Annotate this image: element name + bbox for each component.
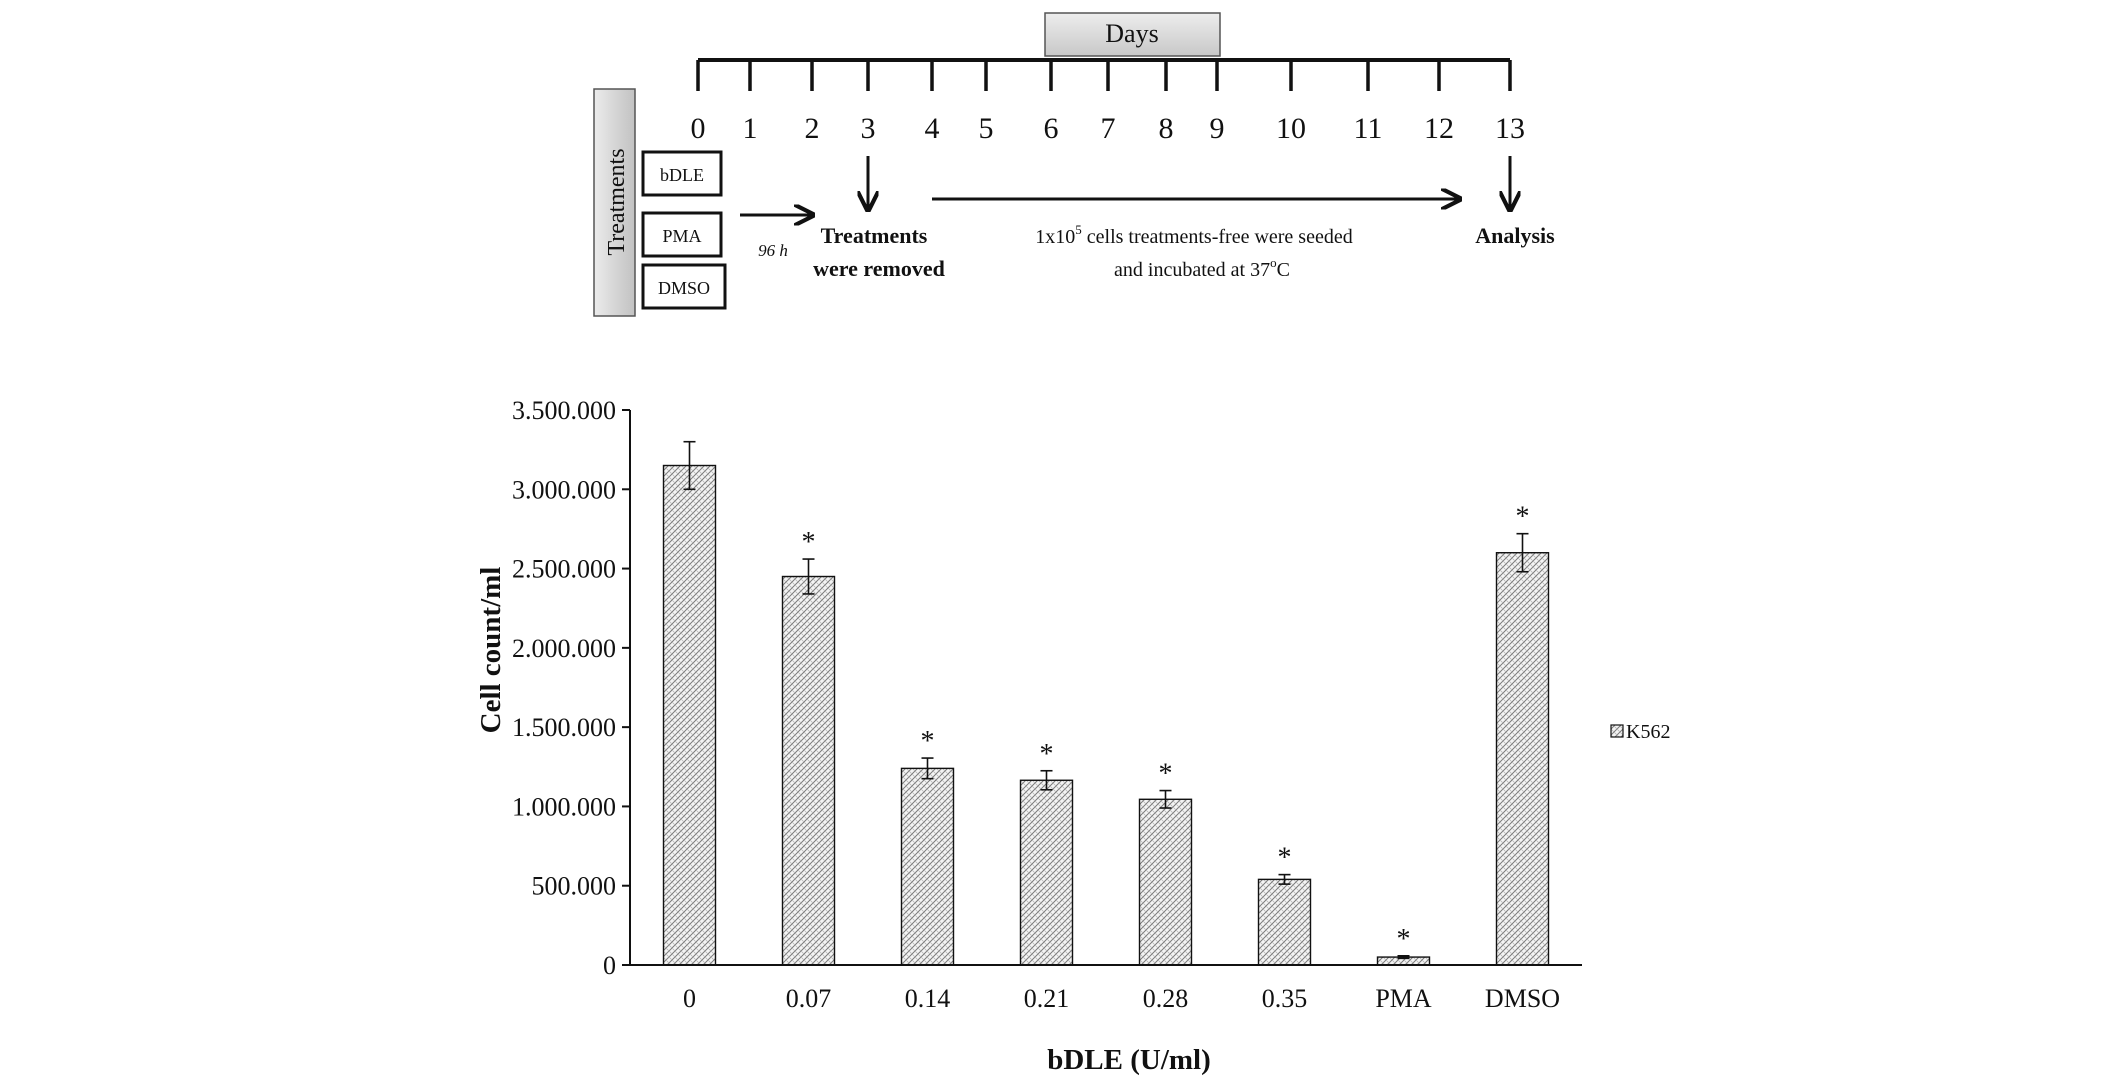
y-tick-label: 3.500.000 bbox=[512, 396, 616, 425]
bar bbox=[781, 575, 836, 966]
seeding-label-1-suffix: cells treatments-free were seeded bbox=[1082, 226, 1353, 248]
x-tick-label: DMSO bbox=[1485, 984, 1560, 1013]
seeding-label-2-suffix: C bbox=[1277, 259, 1290, 281]
bar bbox=[1257, 878, 1312, 966]
days-header: Days bbox=[1105, 19, 1158, 48]
seeding-label-2-sup: o bbox=[1270, 255, 1277, 270]
legend-label: K562 bbox=[1626, 721, 1670, 743]
seeding-label-1-sup: 5 bbox=[1075, 222, 1082, 237]
treatment-box-dmso bbox=[641, 263, 727, 310]
y-tick-label: 1.000.000 bbox=[512, 792, 616, 821]
bar bbox=[1495, 552, 1550, 966]
bar-chart: 0 500.000 1.000.000 1.500.000 2.000.000 2.500… bbox=[475, 396, 1670, 1076]
x-tick-label: 0.07 bbox=[786, 984, 832, 1013]
bar bbox=[1138, 798, 1193, 966]
significance-marker: * bbox=[1516, 502, 1530, 533]
day-label: 11 bbox=[1354, 112, 1383, 145]
y-axis-label: Cell count/ml bbox=[475, 567, 507, 734]
day-label: 2 bbox=[805, 112, 820, 145]
treatments-label: Treatments bbox=[604, 148, 630, 255]
removed-label-1: Treatments bbox=[821, 223, 928, 248]
legend-swatch bbox=[1610, 724, 1624, 738]
x-tick-label: 0.35 bbox=[1262, 984, 1308, 1013]
x-tick-label: 0.21 bbox=[1024, 984, 1070, 1013]
bar bbox=[662, 464, 717, 966]
day-label: 3 bbox=[861, 112, 876, 145]
y-tick-label: 2.000.000 bbox=[512, 634, 616, 663]
legend: K562 bbox=[1610, 721, 1670, 743]
day-label: 0 bbox=[691, 112, 706, 145]
x-tick-label: PMA bbox=[1375, 984, 1432, 1013]
significance-marker: * bbox=[1397, 924, 1411, 955]
bar bbox=[1019, 779, 1074, 966]
day-label: 10 bbox=[1276, 112, 1306, 145]
seeding-label-2-prefix: and incubated at 37 bbox=[1114, 259, 1270, 281]
day-label: 8 bbox=[1159, 112, 1174, 145]
seeding-label-2: and incubated at 37oC bbox=[1114, 255, 1290, 281]
day-label: 4 bbox=[925, 112, 940, 145]
bar bbox=[900, 767, 955, 966]
y-tick-label: 0 bbox=[603, 951, 616, 980]
y-tick-label: 500.000 bbox=[532, 872, 617, 901]
significance-marker: * bbox=[921, 726, 935, 757]
x-tick-label: 0 bbox=[683, 984, 696, 1013]
significance-marker: * bbox=[1040, 739, 1054, 770]
significance-marker: * bbox=[1159, 759, 1173, 790]
x-tick-label: 0.14 bbox=[905, 984, 951, 1013]
day-label: 1 bbox=[743, 112, 758, 145]
day-label: 9 bbox=[1210, 112, 1225, 145]
day-label: 13 bbox=[1495, 112, 1525, 145]
x-axis-label: bDLE (U/ml) bbox=[1047, 1044, 1211, 1076]
y-tick-label: 3.000.000 bbox=[512, 475, 616, 504]
y-tick-label: 1.500.000 bbox=[512, 713, 616, 742]
day-label: 6 bbox=[1044, 112, 1059, 145]
days-header-box bbox=[1044, 12, 1221, 57]
seeding-label-1: 1x105 cells treatments-free were seeded bbox=[1035, 222, 1352, 248]
treatments-box bbox=[593, 88, 636, 317]
treatment-bdle: bDLE bbox=[660, 165, 704, 185]
treatment-box-pma bbox=[641, 211, 723, 258]
analysis-label: Analysis bbox=[1475, 223, 1555, 248]
day-label: 12 bbox=[1424, 112, 1454, 145]
y-tick-label: 2.500.000 bbox=[512, 555, 616, 584]
x-tick-label: 0.28 bbox=[1143, 984, 1189, 1013]
significance-marker: * bbox=[1278, 843, 1292, 874]
day-label: 7 bbox=[1101, 112, 1116, 145]
day-label: 5 bbox=[979, 112, 994, 145]
timeline-diagram: Days 0 1 2 3 4 5 6 7 8 9 10 11 12 13 Treatments bDLE … bbox=[593, 12, 1555, 317]
significance-marker: * bbox=[802, 527, 816, 558]
seeding-label-1-prefix: 1x10 bbox=[1035, 226, 1075, 248]
removed-label-2: were removed bbox=[813, 256, 945, 281]
duration-label: 96 h bbox=[758, 241, 788, 260]
treatment-box-bdle bbox=[641, 150, 723, 197]
treatment-pma: PMA bbox=[662, 226, 701, 246]
treatment-dmso: DMSO bbox=[658, 278, 710, 298]
